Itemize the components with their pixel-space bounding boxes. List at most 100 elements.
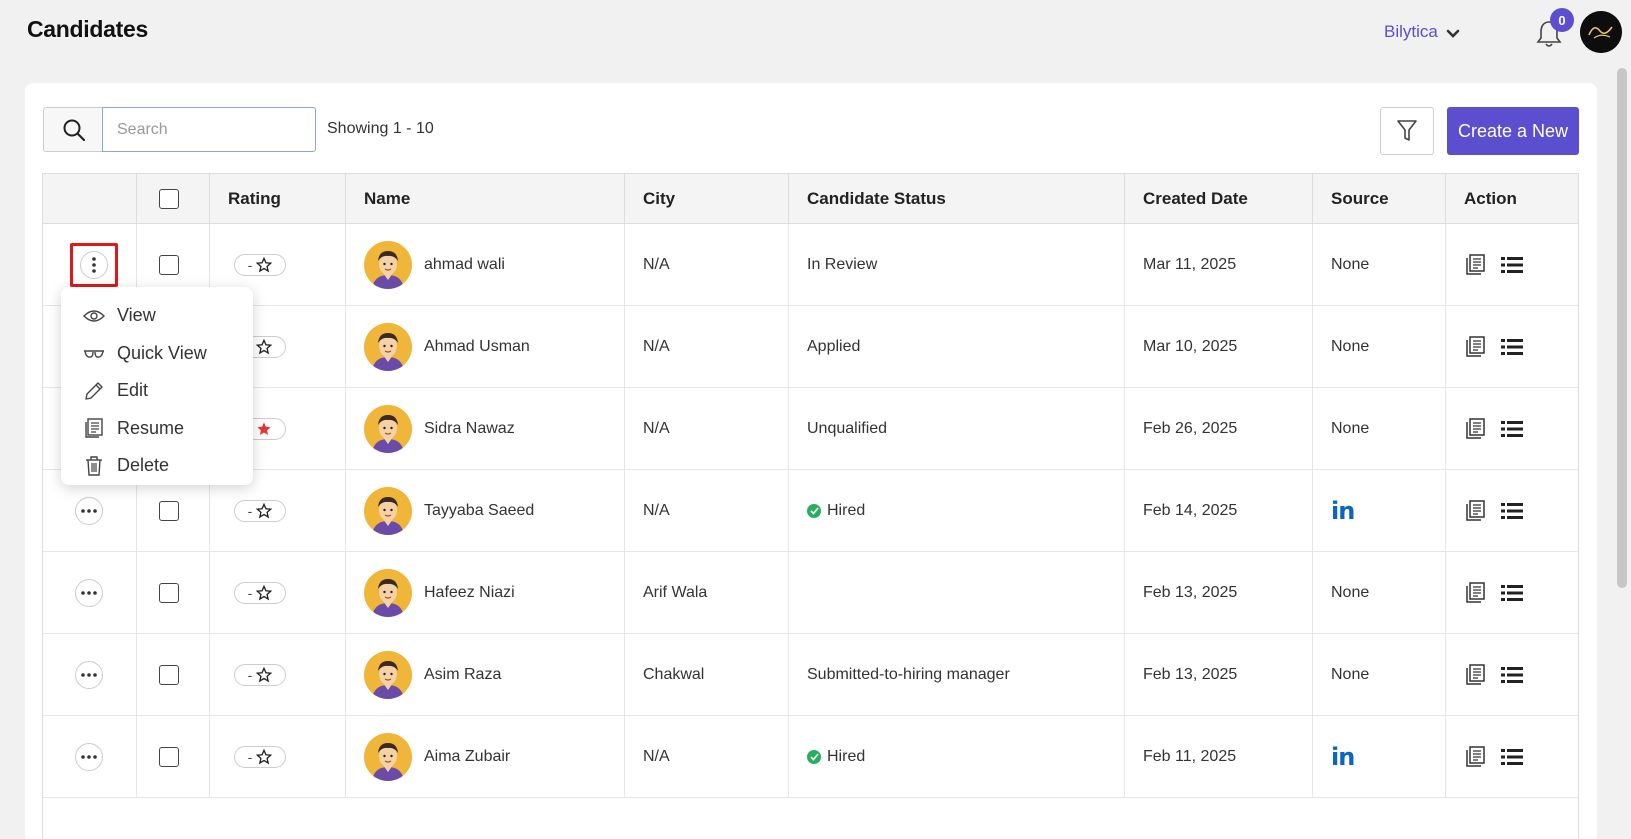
cell-select [137,470,210,552]
candidate-name[interactable]: Ahmad Usman [424,338,530,355]
action-icons [1464,581,1524,605]
row-menu-button[interactable] [75,661,103,689]
col-menu [43,174,137,224]
resume-icon[interactable] [1464,499,1486,523]
table-row: - Tayyaba Saeed N/A Hired Feb 14, 2025 in [43,470,1578,552]
action-icons [1464,335,1524,359]
source-text: None [1331,256,1370,273]
linkedin-icon[interactable]: in [1331,743,1355,771]
menu-item-edit[interactable]: Edit [61,372,253,410]
row-checkbox[interactable] [159,665,179,685]
menu-item-resume[interactable]: Resume [61,410,253,448]
cell-name: Aima Zubair [346,716,625,798]
star-filled-icon [257,422,271,435]
select-all-checkbox[interactable] [159,189,179,209]
candidate-avatar-icon [364,241,412,289]
created-date-text: Feb 11, 2025 [1143,748,1237,765]
candidate-name[interactable]: Hafeez Niazi [424,584,515,601]
create-new-button[interactable]: Create a New [1447,107,1579,155]
cell-created-date: Mar 10, 2025 [1125,306,1313,388]
page-scrollbar[interactable] [1617,68,1627,588]
table-row: - Aima Zubair N/A Hired Feb 11, 2025 in [43,716,1578,798]
row-checkbox[interactable] [159,747,179,767]
candidate-status: Submitted-to-hiring manager [807,666,1010,684]
cell-action [1446,552,1578,634]
status-text: Submitted-to-hiring manager [807,666,1010,683]
list-icon[interactable] [1500,255,1524,275]
user-logo-icon [1580,11,1622,53]
col-city[interactable]: City [625,174,789,224]
row-menu-button[interactable] [75,579,103,607]
rating-pill[interactable]: - [234,500,286,522]
cell-menu [43,224,137,306]
resume-icon[interactable] [1464,417,1486,441]
resume-icon[interactable] [1464,253,1486,277]
resume-icon[interactable] [1464,335,1486,359]
rating-pill[interactable]: - [234,664,286,686]
cell-status: In Review [789,224,1125,306]
candidate-avatar [364,487,412,535]
status-text: Hired [827,502,866,519]
rating-pill[interactable]: - [234,746,286,768]
cell-source: in [1313,470,1446,552]
candidate-name[interactable]: Sidra Nawaz [424,420,515,437]
col-source[interactable]: Source [1313,174,1446,224]
menu-item-label: View [117,305,156,326]
page-title: Candidates [27,16,148,42]
filter-button[interactable] [1380,107,1434,155]
source-text: None [1331,666,1370,683]
candidate-name[interactable]: Aima Zubair [424,748,511,765]
candidate-name[interactable]: Asim Raza [424,666,502,683]
table-row: - ahmad wali N/A In Review Mar 11, 2025 None [43,224,1578,306]
list-icon[interactable] [1500,419,1524,439]
menu-item-delete[interactable]: Delete [61,447,253,485]
cell-source: None [1313,306,1446,388]
col-action: Action [1464,189,1517,208]
user-avatar[interactable] [1580,11,1622,53]
menu-item-view[interactable]: View [61,297,253,335]
col-name[interactable]: Name [346,174,625,224]
list-icon[interactable] [1500,501,1524,521]
cell-rating: - [210,552,346,634]
row-menu-button[interactable] [70,243,118,287]
cell-status: Hired [789,716,1125,798]
candidate-status: In Review [807,256,877,274]
col-candidate-status[interactable]: Candidate Status [789,174,1125,224]
cell-source: None [1313,224,1446,306]
col-created-date[interactable]: Created Date [1125,174,1313,224]
showing-count: Showing 1 - 10 [327,120,434,137]
candidate-avatar [364,323,412,371]
list-icon[interactable] [1500,337,1524,357]
list-icon[interactable] [1500,583,1524,603]
row-menu-button[interactable] [75,497,103,525]
col-rating[interactable]: Rating [210,174,346,224]
more-horizontal-icon [81,755,97,759]
candidates-table: Rating Name City Candidate Status Create… [42,173,1579,839]
cell-source: in [1313,716,1446,798]
cell-select [137,552,210,634]
rating-pill[interactable]: - [234,582,286,604]
row-checkbox[interactable] [159,501,179,521]
search-input[interactable] [102,107,316,152]
candidate-name[interactable]: ahmad wali [424,256,505,273]
row-menu-button[interactable] [75,743,103,771]
cell-name: Ahmad Usman [346,306,625,388]
search-button[interactable] [43,107,103,152]
cell-action [1446,716,1578,798]
resume-icon[interactable] [1464,663,1486,687]
linkedin-icon[interactable]: in [1331,497,1355,525]
cell-source: None [1313,388,1446,470]
row-checkbox[interactable] [159,583,179,603]
menu-item-quick-view[interactable]: Quick View [61,335,253,373]
resume-icon[interactable] [1464,581,1486,605]
resume-icon[interactable] [1464,745,1486,769]
rating-pill[interactable]: - [234,254,286,276]
row-checkbox[interactable] [159,255,179,275]
candidate-name[interactable]: Tayyaba Saeed [424,502,535,519]
list-icon[interactable] [1500,747,1524,767]
col-select [137,174,210,224]
list-icon[interactable] [1500,665,1524,685]
org-switcher[interactable]: Bilytica [1384,22,1460,42]
cell-city: N/A [625,224,789,306]
